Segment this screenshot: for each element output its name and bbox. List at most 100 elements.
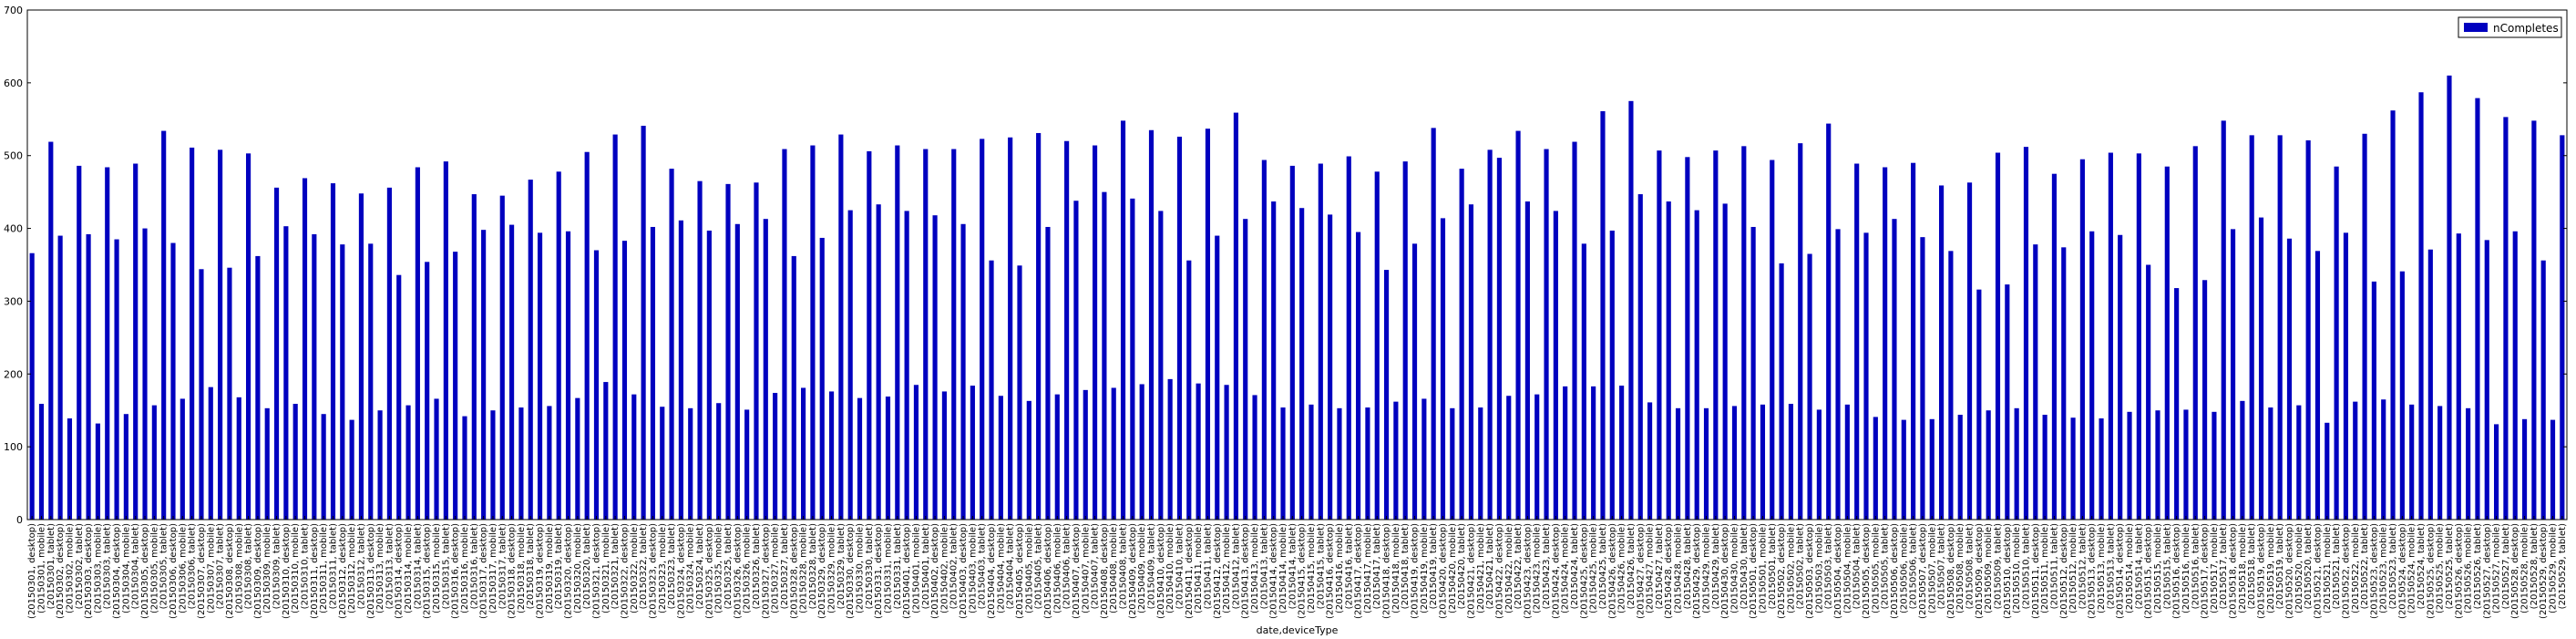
bar bbox=[2314, 251, 2321, 520]
bar bbox=[989, 260, 994, 520]
bar bbox=[340, 244, 345, 520]
x-tick-label: (20150511, mobile) bbox=[2040, 523, 2050, 613]
bar bbox=[2005, 284, 2010, 520]
x-tick-label: (20150519, mobile) bbox=[2266, 523, 2276, 613]
x-tick-label: (20150522, desktop) bbox=[2341, 523, 2351, 619]
bar bbox=[1309, 404, 1314, 520]
x-tick-label: (20150508, mobile) bbox=[1955, 523, 1965, 613]
bar bbox=[1534, 394, 1540, 520]
bar bbox=[895, 145, 900, 520]
bar bbox=[1948, 251, 1954, 520]
x-tick-label: (20150507, tablet) bbox=[1937, 523, 1947, 609]
bar bbox=[38, 404, 45, 520]
bar bbox=[1770, 160, 1775, 520]
x-tick-label: (20150317, mobile) bbox=[488, 523, 498, 613]
x-tick-label: (20150328, tablet) bbox=[808, 523, 818, 609]
x-tick-label: (20150514, mobile) bbox=[2125, 523, 2135, 613]
bar bbox=[2230, 229, 2236, 520]
x-axis-label: date,deviceType bbox=[1257, 624, 1339, 636]
bar bbox=[2192, 146, 2198, 520]
x-tick-label: (20150506, mobile) bbox=[1899, 523, 1909, 613]
bar bbox=[1694, 210, 1699, 520]
bar bbox=[1788, 404, 1793, 520]
x-tick-label: (20150329, desktop) bbox=[817, 523, 827, 619]
bar bbox=[1986, 410, 1991, 520]
x-tick-label: (20150318, tablet) bbox=[526, 523, 536, 609]
x-tick-label: (20150409, desktop) bbox=[1128, 523, 1138, 619]
x-tick-label: (20150402, mobile) bbox=[939, 523, 949, 613]
x-tick-label: (20150406, desktop) bbox=[1043, 523, 1053, 619]
bar bbox=[283, 226, 289, 520]
bar bbox=[1835, 229, 1841, 520]
x-tick-label: (20150529, desktop) bbox=[2539, 523, 2549, 619]
x-tick-label: (20150505, tablet) bbox=[1881, 523, 1891, 609]
x-tick-label: (20150311, desktop) bbox=[310, 523, 320, 619]
bar bbox=[621, 241, 628, 520]
x-tick-label: (20150512, tablet) bbox=[2078, 523, 2088, 609]
bar bbox=[678, 220, 683, 520]
bar bbox=[2286, 238, 2293, 520]
x-tick-label: (20150525, mobile) bbox=[2436, 523, 2446, 613]
x-tick-label: (20150410, tablet) bbox=[1175, 523, 1185, 609]
x-tick-label: (20150306, desktop) bbox=[169, 523, 179, 619]
bar bbox=[151, 405, 157, 520]
bar bbox=[490, 410, 496, 520]
y-tick-label: 600 bbox=[4, 77, 23, 89]
bar bbox=[1816, 409, 1822, 520]
x-tick-label: (20150405, mobile) bbox=[1024, 523, 1034, 613]
bar bbox=[782, 149, 787, 520]
bar bbox=[1731, 406, 1738, 520]
bar bbox=[528, 180, 533, 520]
x-tick-label: (20150412, desktop) bbox=[1213, 523, 1223, 619]
bar bbox=[1393, 401, 1399, 520]
x-tick-label: (20150302, tablet) bbox=[75, 523, 85, 609]
x-tick-label: (20150428, mobile) bbox=[1674, 523, 1684, 613]
bar bbox=[810, 145, 816, 520]
x-tick-label: (20150429, desktop) bbox=[1692, 523, 1702, 619]
x-tick-label: (20150304, desktop) bbox=[112, 523, 122, 619]
bar bbox=[1892, 219, 1897, 520]
bar bbox=[2240, 400, 2245, 520]
x-tick-label: (20150323, tablet) bbox=[667, 523, 677, 609]
x-tick-label: (20150404, mobile) bbox=[996, 523, 1006, 613]
x-tick-label: (20150414, mobile) bbox=[1278, 523, 1288, 613]
bar bbox=[1158, 211, 1164, 520]
x-tick-label: (20150523, desktop) bbox=[2369, 523, 2379, 619]
bar bbox=[1685, 157, 1690, 520]
x-tick-label: (20150414, tablet) bbox=[1288, 523, 1298, 609]
bar bbox=[1073, 201, 1079, 520]
x-tick-label: (20150527, tablet) bbox=[2501, 523, 2511, 609]
x-tick-label: (20150321, tablet) bbox=[611, 523, 621, 609]
bar bbox=[2494, 424, 2499, 520]
bar bbox=[1750, 226, 1756, 520]
x-tick-label: (20150504, desktop) bbox=[1833, 523, 1843, 619]
x-tick-label: (20150305, mobile) bbox=[149, 523, 159, 613]
bar bbox=[1411, 243, 1418, 520]
bar bbox=[1883, 167, 1888, 520]
bar bbox=[1779, 263, 1784, 520]
bar bbox=[2221, 120, 2226, 520]
x-tick-label: (20150502, desktop) bbox=[1777, 523, 1787, 619]
x-tick-label: (20150428, desktop) bbox=[1664, 523, 1674, 619]
x-tick-label: (20150510, tablet) bbox=[2021, 523, 2031, 609]
x-tick-label: (20150503, tablet) bbox=[1824, 523, 1834, 609]
x-tick-label: (20150527, desktop) bbox=[2482, 523, 2492, 619]
x-tick-label: (20150513, tablet) bbox=[2106, 523, 2116, 609]
x-tick-label: (20150420, desktop) bbox=[1438, 523, 1448, 619]
x-tick-label: (20150313, tablet) bbox=[385, 523, 395, 609]
bar bbox=[1563, 386, 1568, 520]
x-tick-label: (20150312, desktop) bbox=[338, 523, 348, 619]
bar bbox=[2174, 288, 2180, 520]
x-tick-label: (20150302, desktop) bbox=[56, 523, 66, 619]
bar bbox=[2183, 409, 2189, 520]
bar bbox=[1036, 132, 1042, 520]
x-tick-label: (20150513, mobile) bbox=[2097, 523, 2107, 613]
x-tick-label: (20150522, mobile) bbox=[2351, 523, 2361, 613]
x-tick-label: (20150418, mobile) bbox=[1391, 523, 1401, 613]
bar bbox=[245, 153, 251, 520]
x-tick-label: (20150407, mobile) bbox=[1081, 523, 1091, 613]
bar bbox=[264, 407, 270, 520]
x-tick-label: (20150316, tablet) bbox=[469, 523, 479, 609]
bar bbox=[1374, 171, 1380, 520]
x-tick-label: (20150314, desktop) bbox=[395, 523, 405, 619]
